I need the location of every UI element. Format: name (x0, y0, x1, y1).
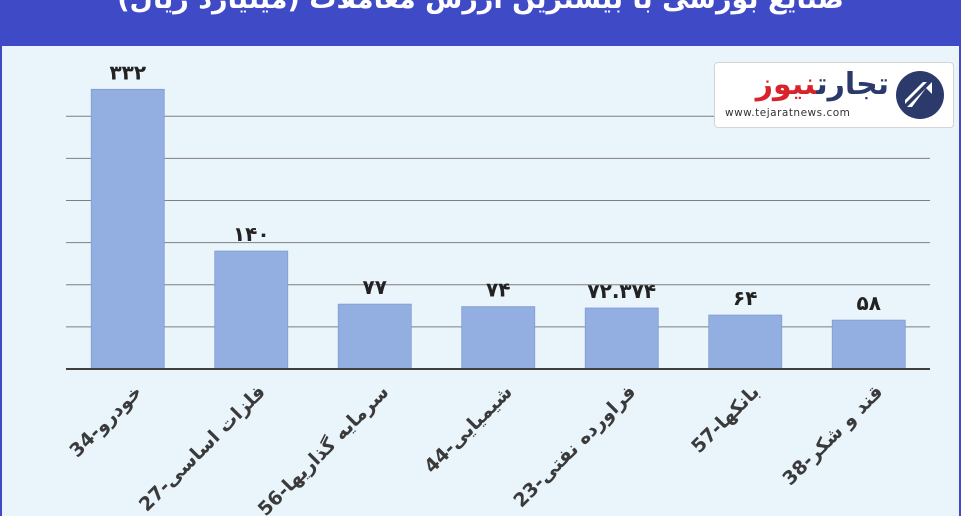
data-label: ۷۴ (486, 278, 510, 302)
logo-brand-part-2: نیوز (755, 67, 817, 102)
bar (337, 303, 412, 370)
data-label: ۶۴ (733, 286, 757, 310)
logo-emblem-icon (896, 71, 944, 119)
chart-title: صنایع بورسی با بیشترین ارزش معاملات (میل… (0, 0, 961, 15)
data-label: ۷۷ (363, 275, 387, 299)
data-label: ۵۸ (857, 291, 881, 315)
value-labels: ۳۳۲ ۱۴۰ ۷۷ ۷۴ ۷۲.۳۷۴ ۶۴ ۵۸ (109, 60, 881, 315)
category-tick-label: 34-خودرو (65, 381, 146, 462)
bar (461, 306, 536, 370)
bar (831, 319, 906, 370)
category-tick-label: 27-فلزات اساسی (135, 381, 270, 516)
frame-border-left (0, 46, 2, 516)
logo-brand-text: تجارتنیوز (756, 67, 889, 103)
logo-brand-part-1: تجارت (816, 67, 889, 102)
category-tick-label: 38-قند و شکر (778, 381, 887, 490)
bars (90, 88, 906, 370)
bar (214, 250, 289, 370)
bar (584, 307, 659, 370)
tejaratnews-logo: تجارتنیوز www.tejaratnews.com (714, 62, 954, 128)
data-label: ۷۲.۳۷۴ (587, 279, 656, 303)
data-label: ۱۴۰ (233, 222, 270, 246)
category-tick-label: 44-شیمیایی (420, 381, 517, 478)
bar (708, 314, 783, 370)
data-label: ۳۳۲ (109, 60, 146, 84)
frame-border-right (959, 46, 961, 516)
logo-url: www.tejaratnews.com (725, 107, 851, 119)
header-bar: صنایع بورسی با بیشترین ارزش معاملات (میل… (0, 0, 961, 46)
category-tick-label: 56-سرمایه گذاریها (253, 380, 393, 516)
category-tick-label: 23-فراورده نفتی (509, 381, 640, 512)
bar (90, 88, 165, 370)
category-tick-label: 57-بانکها (687, 381, 764, 458)
gridlines (66, 115, 930, 328)
